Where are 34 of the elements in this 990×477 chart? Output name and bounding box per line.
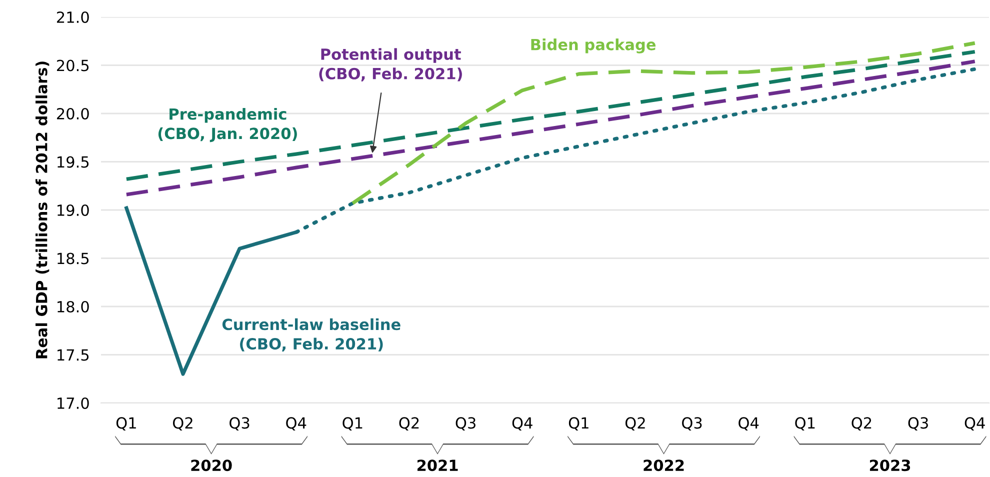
x-tick-label: Q2 — [852, 417, 872, 430]
y-tick-label: 17.0 — [58, 397, 89, 410]
x-tick-label: Q4 — [512, 417, 532, 430]
x-tick-label: Q2 — [172, 417, 192, 430]
x-tick-label: Q4 — [964, 417, 985, 430]
y-tick-label: 19.5 — [58, 156, 89, 168]
y-tick-label: 17.5 — [58, 349, 89, 361]
text: 2020 — [191, 460, 232, 472]
x-tick-label: Q3 — [230, 417, 250, 430]
y-tick-label: 20.5 — [56, 60, 89, 72]
x-tick-label: Q1 — [116, 417, 136, 430]
x-tick-label: Q1 — [795, 417, 815, 430]
y-tick-label: 21.0 — [56, 11, 89, 24]
x-tick-label: Q4 — [738, 417, 759, 430]
text: 2022 — [644, 460, 684, 472]
y-tick-label: 19.0 — [58, 204, 89, 216]
x-tick-label: Q1 — [342, 417, 362, 430]
y-axis-title: Real GDP (trillions of 2012 dollars) — [36, 62, 50, 358]
y-tick-label: 18.0 — [58, 300, 89, 313]
y-tick-label: 18.5 — [58, 252, 89, 264]
x-tick-label: Q3 — [908, 417, 928, 430]
text: 2023 — [870, 460, 910, 472]
text: Potential output (CBO, Feb. 2021) — [319, 48, 462, 82]
x-tick-label: Q2 — [399, 417, 419, 430]
text: 2021 — [417, 460, 458, 472]
series-label: Pre-pandemic (CBO, Jan. 2020) — [158, 108, 297, 142]
series-label: Current-law baseline (CBO, Feb. 2021) — [222, 318, 400, 352]
y-tick-label: 20.0 — [56, 108, 89, 120]
x-tick-label: Q3 — [456, 417, 476, 430]
x-tick-label: Q4 — [286, 417, 306, 430]
x-tick-label: Q3 — [682, 417, 702, 430]
series-label: Biden package — [531, 38, 656, 54]
x-tick-label: Q2 — [625, 417, 645, 430]
x-tick-label: Q1 — [568, 417, 588, 430]
